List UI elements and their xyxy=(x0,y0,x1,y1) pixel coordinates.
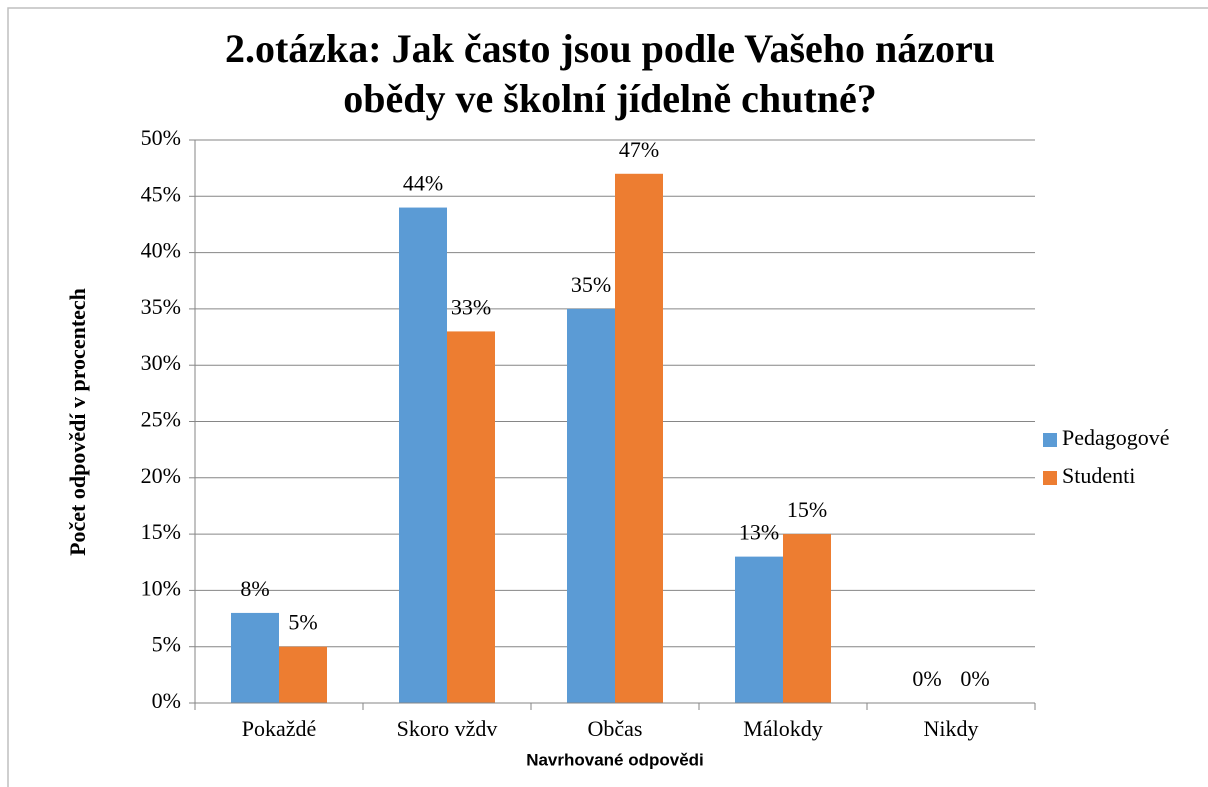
data-label: 47% xyxy=(619,137,659,162)
data-label: 15% xyxy=(787,497,827,522)
chart-title: 2.otázka: Jak často jsou podle Vašeho ná… xyxy=(225,26,995,71)
data-label: 8% xyxy=(240,576,269,601)
y-tick-label: 30% xyxy=(141,350,181,375)
y-tick-label: 20% xyxy=(141,463,181,488)
x-axis-label: Navrhované odpovědi xyxy=(526,750,704,769)
y-tick-label: 0% xyxy=(152,688,181,713)
x-tick-label: Pokaždé xyxy=(242,716,317,741)
bar xyxy=(231,612,279,703)
y-axis-label: Počet odpovědí v procentech xyxy=(65,288,90,556)
legend-swatch xyxy=(1043,433,1057,447)
legend-swatch xyxy=(1043,471,1057,485)
legend-label: Studenti xyxy=(1062,463,1135,488)
y-tick-label: 40% xyxy=(141,238,181,263)
y-tick-label: 50% xyxy=(141,125,181,150)
x-tick-label: Občas xyxy=(588,716,643,741)
bar xyxy=(447,331,495,703)
chart-frame xyxy=(7,7,1208,787)
y-tick-label: 35% xyxy=(141,294,181,319)
y-tick-label: 5% xyxy=(152,632,181,657)
chart-title: obědy ve školní jídelně chutné? xyxy=(343,76,876,121)
data-label: 35% xyxy=(571,272,611,297)
y-tick-label: 15% xyxy=(141,519,181,544)
bar xyxy=(279,646,327,703)
legend-label: Pedagogové xyxy=(1062,425,1170,450)
bar xyxy=(399,207,447,703)
x-tick-label: Skoro vždv xyxy=(397,716,498,741)
data-label: 33% xyxy=(451,294,491,319)
y-tick-label: 45% xyxy=(141,181,181,206)
data-label: 0% xyxy=(960,666,989,691)
x-tick-label: Nikdy xyxy=(924,716,979,741)
x-tick-label: Málokdy xyxy=(743,716,822,741)
y-tick-label: 10% xyxy=(141,575,181,600)
data-label: 0% xyxy=(912,666,941,691)
bar xyxy=(615,173,663,703)
data-label: 44% xyxy=(403,171,443,196)
data-label: 5% xyxy=(288,610,317,635)
bar xyxy=(735,556,783,703)
y-tick-label: 25% xyxy=(141,407,181,432)
data-label: 13% xyxy=(739,520,779,545)
bar xyxy=(783,534,831,703)
bar xyxy=(567,308,615,703)
